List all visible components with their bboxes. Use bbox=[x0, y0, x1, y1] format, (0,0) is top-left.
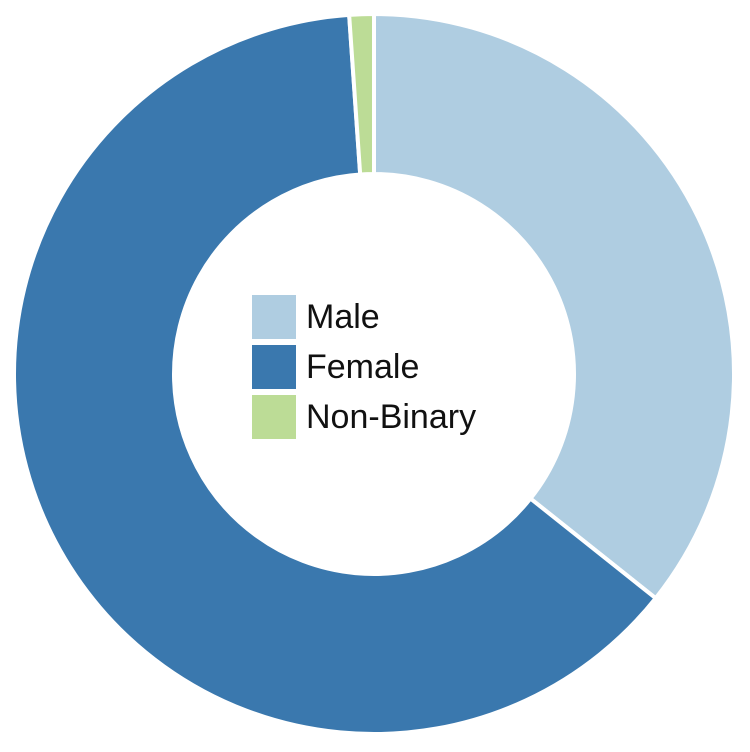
legend-item-female: Female bbox=[252, 345, 476, 389]
legend-item-non-binary: Non-Binary bbox=[252, 395, 476, 439]
legend-swatch-male bbox=[252, 295, 296, 339]
legend-label-non-binary: Non-Binary bbox=[306, 398, 477, 436]
slice-female bbox=[12, 12, 659, 736]
legend-swatch-non-binary bbox=[252, 395, 296, 439]
legend-label-female: Female bbox=[306, 348, 420, 386]
slice-male bbox=[372, 11, 736, 602]
legend-label-male: Male bbox=[306, 298, 380, 336]
legend-swatch-female bbox=[252, 345, 296, 389]
legend-item-male: Male bbox=[252, 295, 476, 339]
slice-non-binary bbox=[347, 11, 376, 177]
legend: Male Female Non-Binary bbox=[252, 295, 476, 445]
